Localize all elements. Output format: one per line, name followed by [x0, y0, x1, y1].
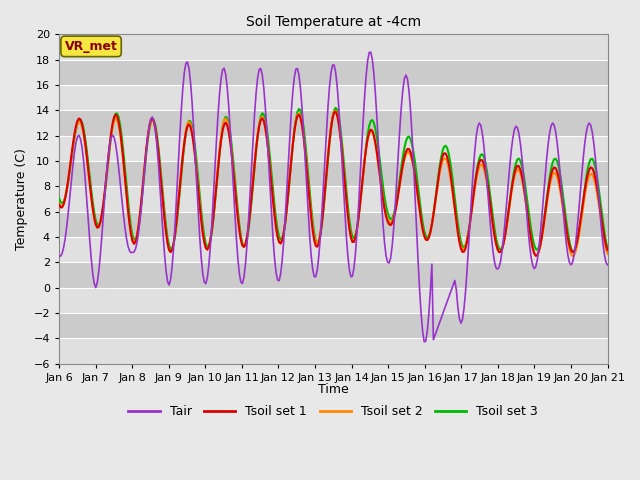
Bar — [59, 85, 607, 110]
Bar — [59, 60, 607, 85]
Bar — [59, 237, 607, 263]
Bar — [59, 338, 607, 364]
Legend: Tair, Tsoil set 1, Tsoil set 2, Tsoil set 3: Tair, Tsoil set 1, Tsoil set 2, Tsoil se… — [124, 400, 543, 423]
Bar — [59, 212, 607, 237]
Bar — [59, 161, 607, 186]
Title: Soil Temperature at -4cm: Soil Temperature at -4cm — [246, 15, 421, 29]
Text: VR_met: VR_met — [65, 40, 118, 53]
Bar — [59, 186, 607, 212]
Bar — [59, 288, 607, 313]
Bar — [59, 263, 607, 288]
Y-axis label: Temperature (C): Temperature (C) — [15, 148, 28, 250]
Bar — [59, 110, 607, 136]
X-axis label: Time: Time — [318, 383, 349, 396]
Bar — [59, 35, 607, 60]
Bar — [59, 313, 607, 338]
Bar — [59, 136, 607, 161]
